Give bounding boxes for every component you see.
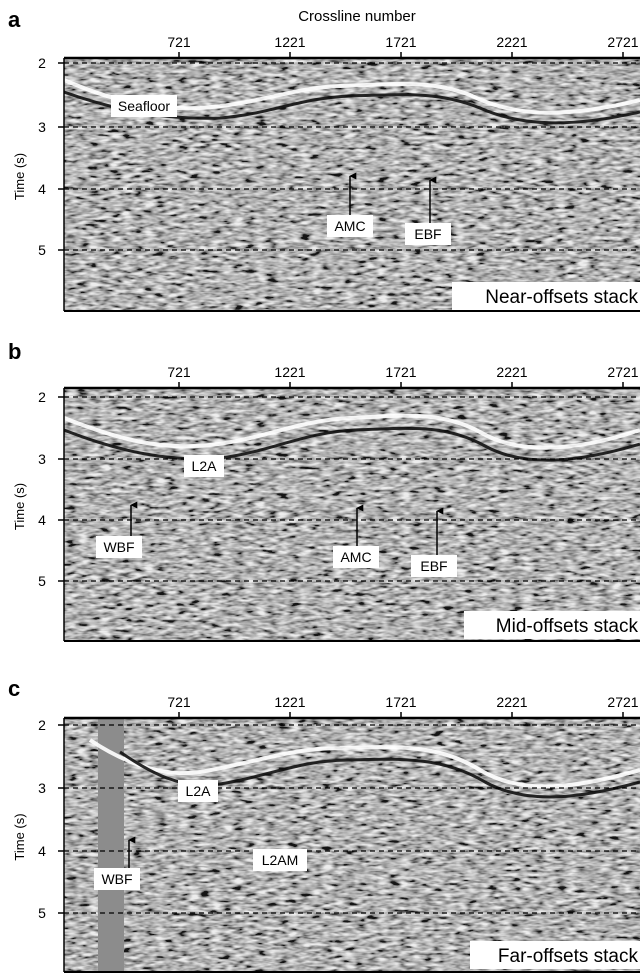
y-axis-title: Time (s) (12, 813, 27, 860)
x-tick-label: 721 (167, 364, 191, 380)
annotation-label: L2A (192, 458, 218, 474)
annotation-label: L2AM (262, 852, 299, 868)
annotation-wbf: WBF (94, 836, 140, 890)
annotation-l2a: L2A (178, 780, 218, 802)
annotation-seafloor: Seafloor (111, 95, 177, 117)
y-tick-label: 3 (38, 119, 46, 135)
annotation-box (94, 868, 140, 890)
reflector (64, 413, 640, 450)
annotation-wbf: WBF (96, 501, 142, 558)
annotation-label: AMC (340, 549, 371, 565)
annotation-box (411, 555, 457, 577)
annotation-l2am: L2AM (253, 849, 307, 871)
panel-title: Near-offsets stack (485, 287, 638, 308)
annotation-box (96, 536, 142, 558)
reflector (88, 738, 640, 789)
x-tick-label: 2221 (496, 694, 527, 710)
annotation-box (405, 223, 451, 245)
panel-a: a 721 1221 1721 2221 2721 2 3 4 5 Time (s) Seafloor… (8, 7, 640, 312)
annotation-box (184, 455, 224, 477)
x-tick-label: 1721 (385, 34, 416, 50)
annotation-amc: AMC (333, 504, 379, 568)
y-axis-title: Time (s) (12, 153, 27, 200)
annotation-ebf: EBF (411, 507, 457, 577)
y-tick-label: 2 (38, 55, 46, 71)
panel-letter: a (8, 7, 21, 32)
seismic-image (64, 388, 640, 641)
x-tick-label: 1721 (385, 694, 416, 710)
x-tick-label: 721 (167, 34, 191, 50)
x-tick-label: 1721 (385, 364, 416, 380)
panel-title: Far-offsets stack (498, 946, 639, 967)
panel-letter: b (8, 339, 21, 364)
y-tick-label: 5 (38, 242, 46, 258)
annotation-box (111, 95, 177, 117)
panel-title: Mid-offsets stack (496, 616, 639, 637)
annotation-box (327, 215, 373, 237)
x-tick-label: 2721 (607, 694, 638, 710)
panel-b: b 721 1221 1721 2221 2721 2 3 4 5 Time (s) L2A WBF AM… (8, 339, 640, 642)
x-tick-label: 2221 (496, 364, 527, 380)
x-tick-label: 1221 (274, 694, 305, 710)
annotation-label: AMC (334, 218, 365, 234)
annotation-box (333, 546, 379, 568)
annotation-label: WBF (103, 539, 134, 555)
x-axis-title: Crossline number (298, 8, 416, 25)
annotation-box (178, 780, 218, 802)
x-tick-label: 1221 (274, 364, 305, 380)
panel-title-box (464, 611, 640, 639)
annotation-label: EBF (420, 558, 447, 574)
y-tick-label: 3 (38, 780, 46, 796)
seismic-image (64, 718, 640, 972)
panel-letter: c (8, 676, 20, 701)
y-tick-label: 5 (38, 573, 46, 589)
annotation-label: WBF (101, 871, 132, 887)
annotation-l2a: L2A (184, 455, 224, 477)
x-tick-label: 721 (167, 694, 191, 710)
y-tick-label: 3 (38, 451, 46, 467)
x-tick-label: 2221 (496, 34, 527, 50)
panel-title-box (452, 282, 640, 310)
y-tick-label: 4 (38, 512, 46, 528)
y-tick-label: 4 (38, 181, 46, 197)
annotation-ebf: EBF (405, 176, 451, 245)
annotation-label: EBF (414, 226, 441, 242)
y-tick-label: 4 (38, 843, 46, 859)
annotation-label: Seafloor (118, 98, 170, 114)
panel-title-box (470, 941, 640, 969)
annotation-label: L2A (186, 783, 212, 799)
x-tick-label: 2721 (607, 364, 638, 380)
x-tick-label: 1221 (274, 34, 305, 50)
y-axis-title: Time (s) (12, 483, 27, 530)
annotation-amc: AMC (327, 172, 373, 237)
annotation-box (253, 849, 307, 871)
x-tick-label: 2721 (607, 34, 638, 50)
panel-c: c 721 1221 1721 2221 2721 2 3 4 5 Time (s) L2A WBF L2… (8, 676, 640, 973)
y-tick-label: 2 (38, 389, 46, 405)
y-tick-label: 5 (38, 905, 46, 921)
reflector (64, 426, 640, 462)
y-tick-label: 2 (38, 717, 46, 733)
